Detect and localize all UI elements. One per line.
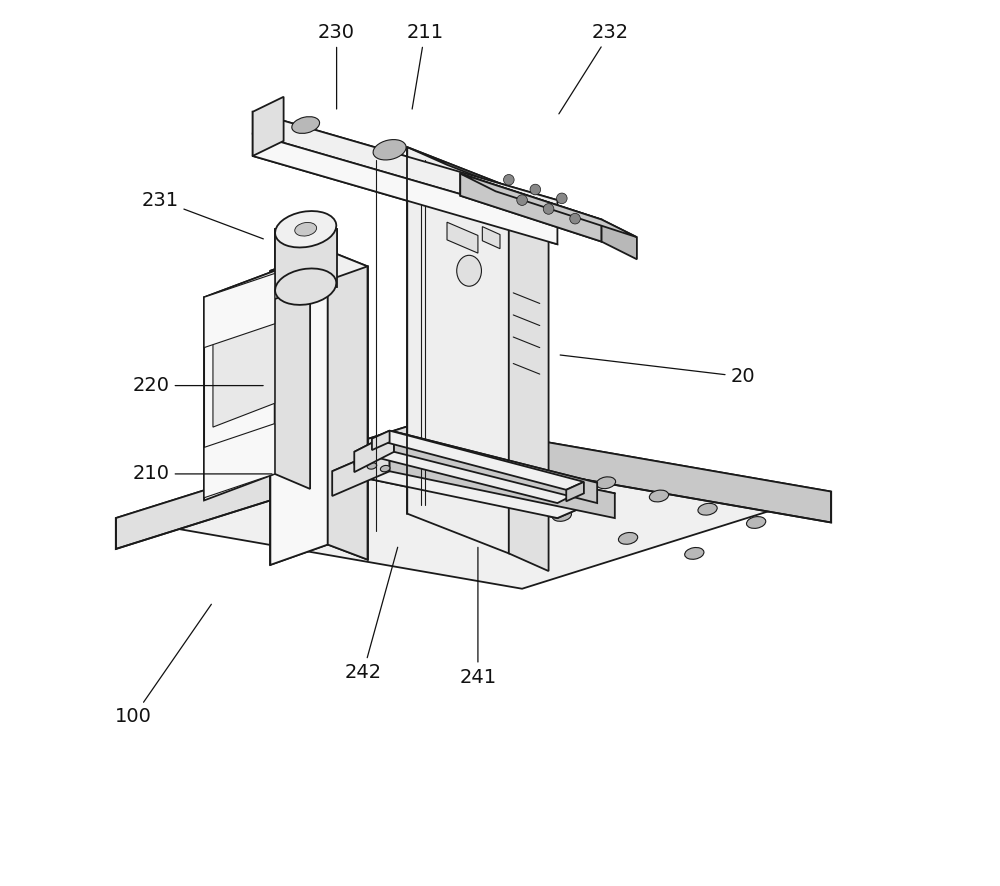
Circle shape — [530, 184, 541, 195]
Polygon shape — [253, 134, 557, 245]
Ellipse shape — [373, 140, 406, 160]
Ellipse shape — [292, 117, 320, 134]
Polygon shape — [394, 431, 597, 503]
Circle shape — [517, 195, 527, 206]
Circle shape — [543, 204, 554, 214]
Ellipse shape — [367, 462, 377, 470]
Polygon shape — [566, 482, 584, 501]
Circle shape — [570, 214, 580, 224]
Polygon shape — [204, 274, 275, 347]
Ellipse shape — [698, 503, 717, 515]
Circle shape — [504, 175, 514, 185]
Polygon shape — [116, 421, 831, 588]
Text: 241: 241 — [459, 548, 496, 687]
Polygon shape — [372, 431, 584, 490]
Polygon shape — [354, 431, 597, 503]
Polygon shape — [270, 251, 368, 287]
Text: 100: 100 — [115, 604, 211, 727]
Polygon shape — [460, 174, 602, 242]
Polygon shape — [460, 174, 637, 237]
Text: 232: 232 — [559, 23, 629, 114]
Polygon shape — [328, 251, 368, 560]
Polygon shape — [275, 229, 337, 287]
Ellipse shape — [552, 509, 571, 521]
Ellipse shape — [596, 477, 616, 489]
Polygon shape — [275, 271, 310, 489]
Ellipse shape — [747, 517, 766, 528]
Text: 231: 231 — [141, 190, 263, 239]
Polygon shape — [482, 227, 500, 249]
Polygon shape — [602, 220, 637, 260]
Ellipse shape — [618, 532, 638, 544]
Polygon shape — [447, 222, 478, 253]
Polygon shape — [425, 421, 831, 523]
Polygon shape — [270, 251, 328, 565]
Ellipse shape — [685, 548, 704, 559]
Ellipse shape — [275, 268, 336, 305]
Polygon shape — [460, 174, 602, 242]
Ellipse shape — [380, 465, 390, 472]
Polygon shape — [332, 447, 615, 518]
Ellipse shape — [649, 490, 669, 501]
Polygon shape — [213, 291, 275, 427]
Polygon shape — [204, 271, 275, 501]
Polygon shape — [390, 447, 615, 518]
Polygon shape — [509, 187, 549, 571]
Ellipse shape — [275, 211, 336, 247]
Polygon shape — [407, 147, 509, 554]
Polygon shape — [116, 421, 425, 549]
Polygon shape — [204, 424, 275, 498]
Text: 230: 230 — [318, 23, 355, 109]
Ellipse shape — [354, 460, 363, 467]
Polygon shape — [253, 112, 557, 222]
Polygon shape — [354, 431, 394, 472]
Text: 211: 211 — [406, 23, 443, 109]
Text: 220: 220 — [133, 376, 263, 395]
Circle shape — [557, 193, 567, 204]
Text: 242: 242 — [345, 548, 398, 682]
Text: 210: 210 — [133, 464, 272, 484]
Ellipse shape — [295, 222, 317, 236]
Polygon shape — [204, 271, 310, 312]
Polygon shape — [372, 431, 390, 450]
Polygon shape — [332, 447, 390, 496]
Ellipse shape — [457, 255, 481, 286]
Polygon shape — [407, 147, 549, 205]
Text: 20: 20 — [560, 355, 755, 386]
Polygon shape — [253, 97, 284, 156]
